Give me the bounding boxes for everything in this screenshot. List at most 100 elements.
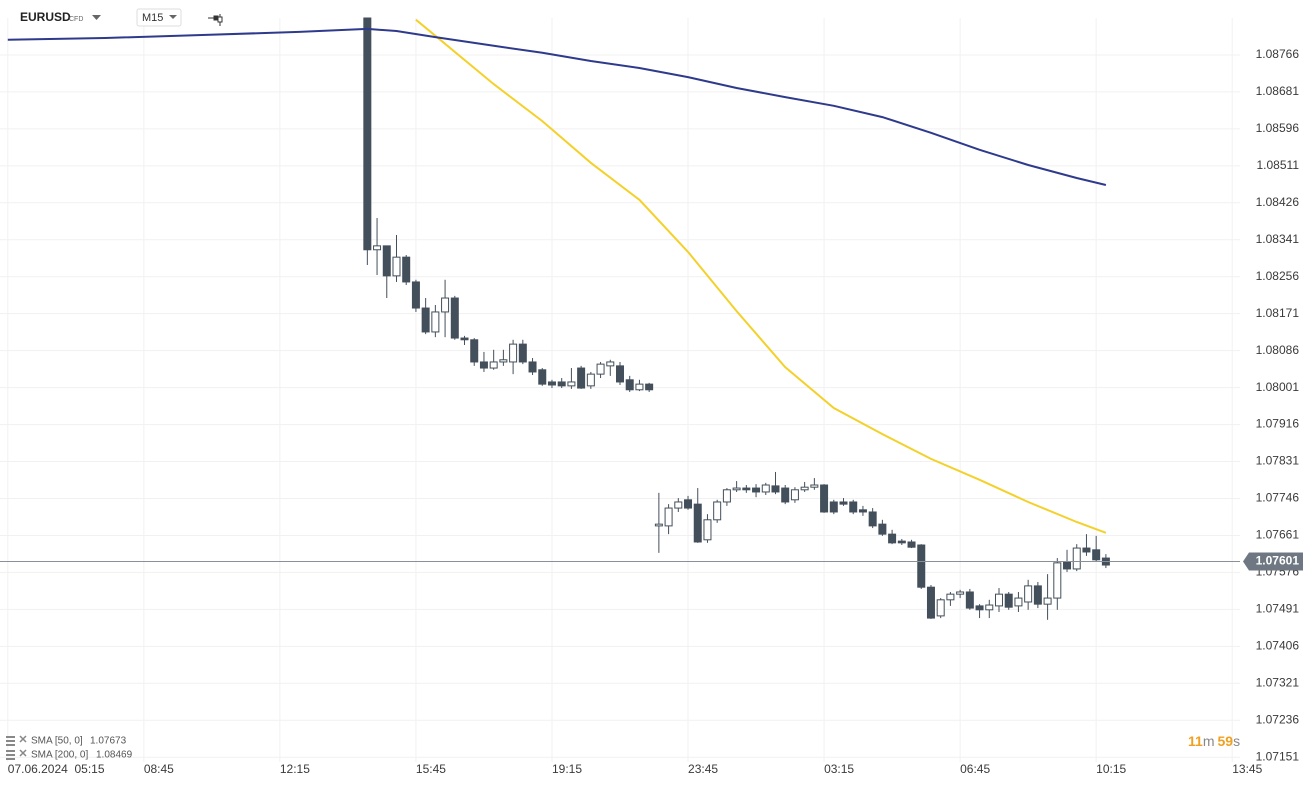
candle	[722, 488, 731, 506]
candle-body	[489, 361, 498, 369]
countdown-seconds: 59	[1217, 733, 1233, 749]
symbol-dropdown[interactable]	[92, 15, 101, 20]
candle	[878, 519, 887, 536]
legend-value: 1.07673	[90, 736, 127, 747]
candle	[557, 378, 566, 389]
y-tick-label: 1.08511	[1257, 158, 1300, 172]
candle	[975, 604, 984, 619]
countdown-seconds-unit: s	[1233, 733, 1240, 749]
candle	[441, 279, 450, 338]
candle	[363, 17, 372, 265]
candle	[829, 499, 838, 515]
timeframe-box[interactable]	[136, 8, 182, 27]
candle	[392, 234, 401, 282]
candle	[956, 589, 965, 599]
candle	[703, 514, 712, 543]
symbol-type: CFD	[69, 16, 83, 23]
y-tick-label: 1.07321	[1256, 675, 1300, 689]
candle-body	[441, 297, 450, 313]
candle	[489, 349, 498, 370]
candle	[926, 585, 935, 619]
chart-type-icon[interactable]	[208, 14, 223, 26]
x-tick-label: 08:45	[144, 762, 174, 776]
legend-name: SMA [200, 0]	[31, 750, 88, 761]
candle-body	[499, 359, 508, 363]
candle-body	[547, 381, 556, 386]
last-price-tag	[1243, 552, 1303, 571]
sma-line	[7, 27, 1107, 186]
last-price-label: 1.07601	[1256, 554, 1300, 568]
grid	[0, 18, 1240, 762]
candle-body	[606, 361, 615, 367]
candle	[470, 338, 479, 366]
candle	[965, 588, 974, 610]
x-tick-label: 07.06.2024 05:15	[8, 762, 105, 776]
candle	[567, 368, 576, 389]
candle-body	[392, 256, 401, 277]
candle	[654, 492, 663, 553]
axis: 1.08766 1.08681 1.08596 1.08511 1.08426 1.083…	[8, 47, 1303, 776]
candle-body	[771, 485, 780, 493]
candle-body	[742, 487, 751, 491]
candle-body	[926, 586, 935, 619]
y-tick-label: 1.08086	[1256, 343, 1300, 357]
candle-body	[1063, 561, 1072, 570]
candle-body	[917, 544, 926, 588]
y-tick-label: 1.08766	[1256, 47, 1300, 61]
candle-body	[586, 373, 595, 387]
candle	[781, 485, 790, 505]
candle-body	[1043, 597, 1052, 605]
candle	[752, 484, 761, 498]
timeframe-dropdown[interactable]	[169, 15, 177, 19]
candle-body	[1004, 593, 1013, 608]
candle-body	[1024, 585, 1033, 603]
candle	[528, 358, 537, 375]
candle-body	[373, 245, 382, 251]
candle-body	[810, 484, 819, 488]
candle	[509, 339, 518, 375]
candle-body	[635, 383, 644, 391]
candle-body	[509, 343, 518, 363]
candle	[421, 298, 430, 335]
candle	[450, 295, 459, 340]
candle	[382, 245, 391, 299]
x-tick-label: 19:15	[552, 762, 582, 776]
candle	[664, 504, 673, 535]
candle-body	[567, 381, 576, 387]
candle-body	[674, 501, 683, 509]
candle-body	[518, 343, 527, 363]
candle	[460, 335, 469, 345]
candle	[800, 481, 809, 492]
candle-body	[897, 540, 906, 544]
candle	[1082, 534, 1091, 556]
candle-body	[1092, 549, 1101, 561]
timeframe[interactable]: M15	[142, 12, 163, 24]
candle-body	[625, 379, 634, 391]
candle-body	[800, 486, 809, 491]
candle-body	[479, 361, 488, 369]
candle	[946, 591, 955, 606]
y-tick-label: 1.08426	[1256, 195, 1300, 209]
candle-body	[421, 307, 430, 333]
candle	[1004, 591, 1013, 610]
candle-body	[858, 509, 867, 513]
candle-body	[402, 256, 411, 283]
candle	[820, 484, 829, 513]
legend-icons[interactable]	[6, 735, 27, 760]
candle-body	[382, 245, 391, 277]
candle-body	[722, 489, 731, 503]
candle-body	[1033, 585, 1042, 605]
marks	[0, 17, 1240, 620]
candle	[606, 359, 615, 376]
countdown-minutes: 11	[1188, 733, 1203, 749]
candle-body	[528, 361, 537, 373]
candle	[1092, 535, 1101, 562]
y-tick-label: 1.08596	[1256, 121, 1300, 135]
candle	[790, 487, 799, 503]
candle	[1033, 581, 1042, 609]
candle-body	[616, 365, 624, 383]
x-tick-label: 10:15	[1096, 762, 1126, 776]
symbol[interactable]: EURUSD	[20, 10, 71, 24]
countdown: 11m 59s	[1188, 733, 1240, 749]
candle-body	[790, 489, 799, 501]
